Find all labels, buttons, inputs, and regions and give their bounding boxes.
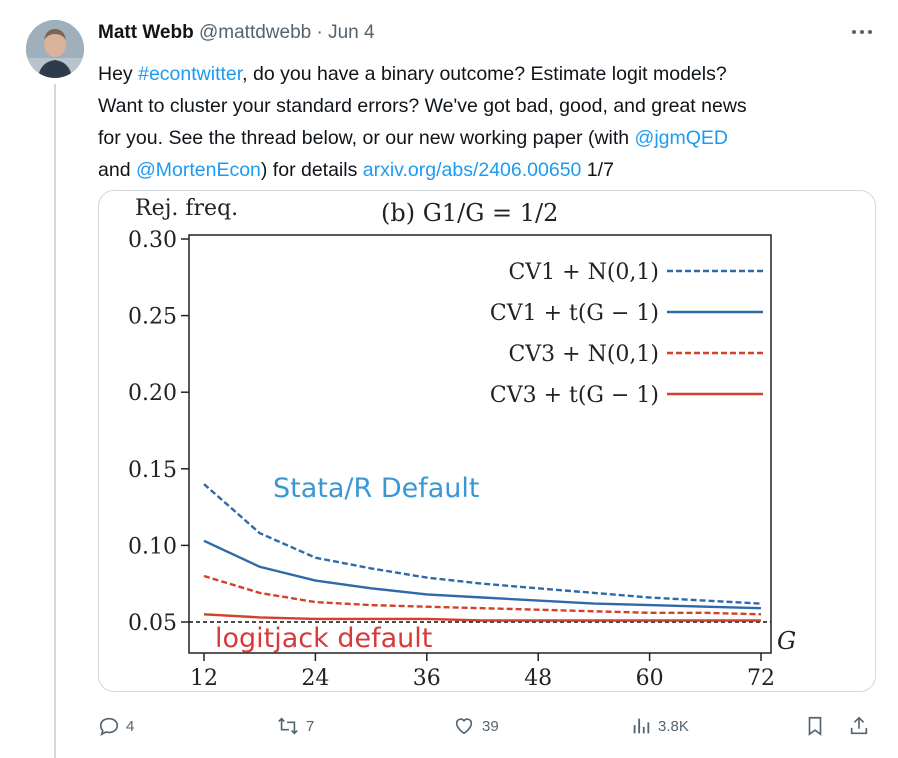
mention-link-jgmqed[interactable]: @jgmQED [634, 127, 729, 149]
thread-line [54, 84, 56, 758]
legend-label: CV3 + N(0,1) [508, 342, 659, 367]
y-tick-label: 0.10 [128, 534, 177, 559]
x-tick-label: 24 [301, 666, 329, 691]
series-line-3 [203, 574, 762, 616]
chart-xlabel: G [777, 627, 796, 655]
views-button[interactable]: 3.8K [630, 710, 689, 742]
text-segment: 1/7 [581, 159, 614, 181]
header-separator: · [311, 22, 329, 43]
text-segment: Hey [98, 63, 139, 85]
rejection-frequency-chart: Rej. freq. (b) G1/G = 1/2 0.05 0.10 0.15 0.… [128, 196, 796, 691]
bookmark-button[interactable] [804, 710, 826, 742]
share-button[interactable] [848, 710, 870, 742]
legend-label: CV1 + t(G − 1) [490, 301, 659, 326]
like-button[interactable]: 39 [452, 710, 499, 742]
legend-label: CV1 + N(0,1) [508, 260, 659, 285]
text-segment: ) for details [260, 159, 363, 181]
mention-link-mortenecon[interactable]: @MortenEcon [135, 159, 261, 181]
author-name[interactable]: Matt Webb [98, 22, 194, 43]
y-tick-label: 0.20 [128, 381, 177, 406]
author-handle[interactable]: @mattdwebb [198, 22, 312, 43]
y-tick-label: 0.15 [128, 458, 177, 483]
tweet-date[interactable]: Jun 4 [328, 22, 375, 43]
tweet-header: Matt Webb @mattdwebb · Jun 4 [98, 21, 375, 45]
reply-icon [99, 717, 119, 736]
avatar[interactable] [26, 20, 84, 78]
tweet-actions: 4 7 39 3.8K [98, 710, 878, 742]
x-tick-label: 48 [524, 666, 552, 691]
x-tick-label: 12 [190, 666, 218, 691]
tweet-media-chart[interactable]: Rej. freq. (b) G1/G = 1/2 0.05 0.10 0.15 0.… [98, 190, 876, 692]
repost-button[interactable]: 7 [276, 710, 314, 742]
reply-button[interactable]: 4 [98, 710, 134, 742]
text-line: Want to cluster your standard errors? We… [98, 95, 747, 117]
series-line-4 [203, 613, 761, 622]
chart-title: (b) G1/G = 1/2 [381, 199, 558, 227]
x-tick-label: 36 [413, 666, 441, 691]
heart-icon [455, 718, 473, 735]
legend-label: CV3 + t(G − 1) [490, 383, 659, 408]
y-tick-label: 0.25 [128, 305, 177, 330]
more-horizontal-icon[interactable] [848, 22, 876, 42]
chart-ylabel: Rej. freq. [135, 196, 238, 221]
avatar-image [26, 20, 84, 78]
hashtag-link[interactable]: #econtwitter [138, 63, 243, 85]
views-count: 3.8K [658, 717, 689, 735]
text-segment: and [98, 159, 136, 181]
repost-icon [278, 717, 298, 735]
y-tick-label: 0.05 [128, 611, 177, 636]
series-line-2 [203, 539, 762, 610]
y-tick-label: 0.30 [128, 228, 177, 253]
bookmark-icon [808, 716, 822, 736]
reply-count: 4 [126, 717, 135, 735]
repost-count: 7 [306, 717, 315, 735]
stata-default-annotation: Stata/R Default [273, 473, 480, 504]
logitjack-default-annotation: logitjack default [215, 623, 432, 654]
paper-url-link[interactable]: arxiv.org/abs/2406.00650 [362, 159, 582, 181]
share-icon [850, 716, 868, 735]
tweet-text: Hey #econtwitter, do you have a binary o… [98, 58, 878, 186]
views-icon [633, 718, 650, 734]
text-segment: , do you have a binary outcome? Estimate… [242, 63, 727, 85]
x-tick-label: 72 [747, 666, 775, 691]
like-count: 39 [482, 717, 499, 735]
series-line-1 [203, 483, 762, 605]
plot-frame [188, 234, 772, 654]
text-segment: for you. See the thread below, or our ne… [98, 127, 635, 149]
x-tick-label: 60 [636, 666, 664, 691]
